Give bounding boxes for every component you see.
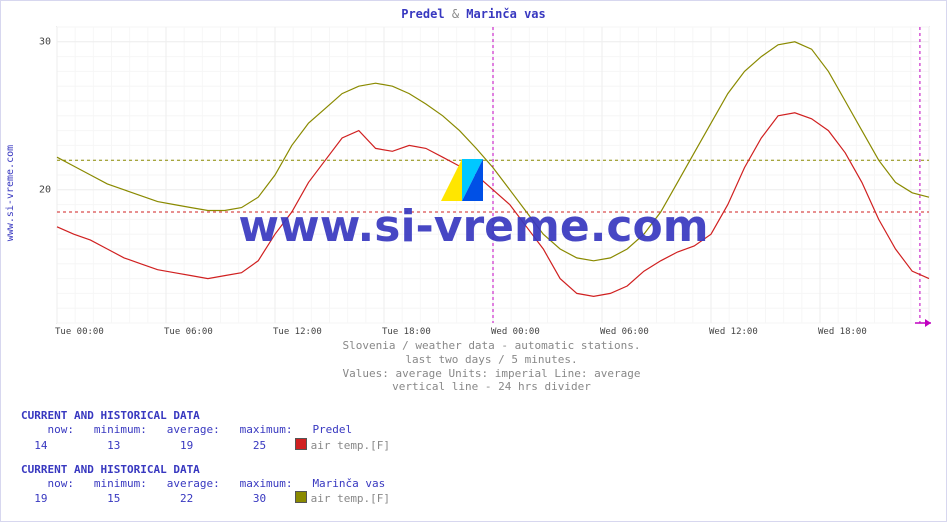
x-tick-label: Tue 12:00	[273, 327, 322, 337]
y-axis-label: www.si-vreme.com	[5, 145, 16, 241]
x-tick-label: Wed 00:00	[491, 327, 540, 337]
y-tick-label: 20	[39, 184, 51, 195]
data-block: CURRENT AND HISTORICAL DATA now: minimum…	[21, 463, 390, 507]
chart-caption: Slovenia / weather data - automatic stat…	[57, 339, 926, 394]
caption-line: Values: average Units: imperial Line: av…	[57, 367, 926, 381]
data-tables: CURRENT AND HISTORICAL DATA now: minimum…	[21, 409, 390, 517]
data-block-headers: now: minimum: average: maximum: Marinča …	[21, 477, 390, 491]
series-swatch	[295, 438, 307, 450]
x-tick-label: Wed 06:00	[600, 327, 649, 337]
title-series-b: Marinča vas	[466, 7, 545, 21]
data-block: CURRENT AND HISTORICAL DATA now: minimum…	[21, 409, 390, 453]
data-block-title: CURRENT AND HISTORICAL DATA	[21, 409, 390, 423]
watermark-logo-icon	[441, 159, 483, 201]
caption-line: last two days / 5 minutes.	[57, 353, 926, 367]
chart-plot-area: 2030Tue 00:00Tue 06:00Tue 12:00Tue 18:00…	[57, 27, 929, 323]
data-block-title: CURRENT AND HISTORICAL DATA	[21, 463, 390, 477]
data-block-values: 14 13 19 25 air temp.[F]	[21, 438, 390, 453]
y-tick-label: 30	[39, 36, 51, 47]
x-tick-label: Wed 18:00	[818, 327, 867, 337]
chart-container: { "title_a": "Predel", "title_amp": "&",…	[0, 0, 947, 522]
chart-svg	[57, 27, 929, 323]
series-swatch	[295, 491, 307, 503]
chart-title: Predel & Marinča vas	[1, 7, 946, 21]
data-block-values: 19 15 22 30 air temp.[F]	[21, 491, 390, 506]
caption-line: vertical line - 24 hrs divider	[57, 380, 926, 394]
x-tick-label: Tue 18:00	[382, 327, 431, 337]
data-block-headers: now: minimum: average: maximum: Predel	[21, 423, 390, 437]
x-tick-label: Tue 00:00	[55, 327, 104, 337]
title-series-a: Predel	[401, 7, 444, 21]
title-ampersand: &	[452, 7, 459, 21]
x-tick-label: Tue 06:00	[164, 327, 213, 337]
x-tick-label: Wed 12:00	[709, 327, 758, 337]
caption-line: Slovenia / weather data - automatic stat…	[57, 339, 926, 353]
